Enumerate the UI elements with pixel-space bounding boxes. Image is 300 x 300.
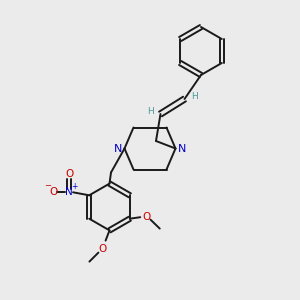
- Text: O: O: [98, 244, 106, 254]
- Text: H: H: [191, 92, 197, 101]
- Text: O: O: [65, 169, 73, 179]
- Text: O: O: [142, 212, 150, 222]
- Text: O: O: [50, 187, 58, 197]
- Text: +: +: [71, 182, 77, 191]
- Text: N: N: [114, 143, 122, 154]
- Text: N: N: [65, 187, 73, 197]
- Text: H: H: [148, 107, 154, 116]
- Text: N: N: [178, 143, 186, 154]
- Text: −: −: [44, 181, 51, 190]
